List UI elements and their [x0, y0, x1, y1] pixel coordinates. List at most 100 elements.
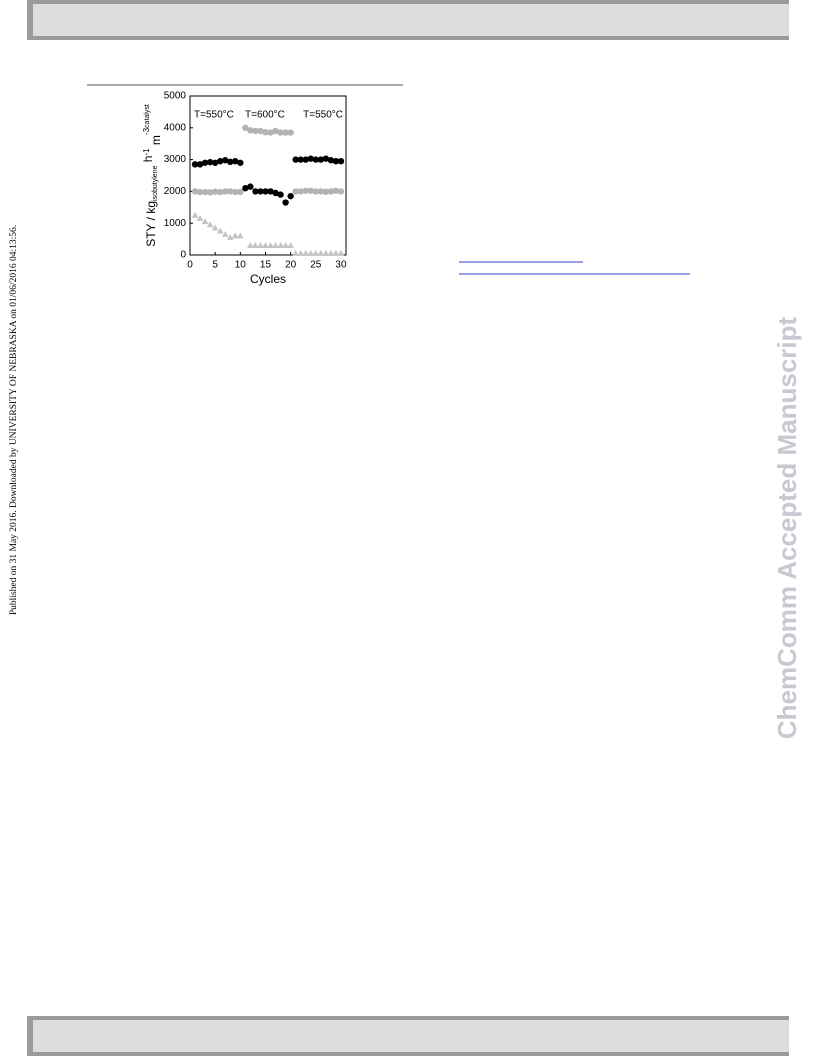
- marker-circle: [237, 188, 244, 196]
- marker-circle: [247, 127, 254, 134]
- x-tick-label: 30: [335, 260, 347, 271]
- marker-triangle: [317, 249, 325, 256]
- marker-triangle: [226, 234, 234, 241]
- marker-circle: [227, 158, 234, 166]
- marker-circle: [201, 159, 209, 166]
- x-tick-label: 15: [260, 260, 272, 271]
- marker-triangle: [292, 249, 299, 256]
- marker-circle: [237, 159, 244, 166]
- marker-circle: [337, 188, 345, 195]
- marker-circle: [272, 127, 279, 135]
- marker-circle: [267, 188, 274, 195]
- marker-triangle: [211, 224, 219, 231]
- marker-circle: [222, 157, 229, 164]
- marker-triangle: [201, 218, 209, 225]
- x-tick-label: 0: [187, 260, 193, 271]
- marker-circle: [327, 188, 335, 195]
- marker-triangle: [327, 249, 335, 256]
- marker-circle: [307, 155, 314, 162]
- marker-triangle: [267, 241, 274, 248]
- x-axis-label: Cycles: [250, 272, 286, 286]
- margin-note: Published on 31 May 2016. Downloaded by …: [9, 225, 19, 615]
- marker-circle: [216, 157, 224, 165]
- marker-triangle: [221, 230, 229, 237]
- y-tick-label: 1000: [164, 218, 187, 229]
- marker-triangle: [247, 241, 254, 248]
- marker-triangle: [257, 241, 264, 248]
- marker-circle: [196, 188, 204, 196]
- marker-circle: [287, 129, 294, 136]
- marker-circle: [211, 159, 219, 166]
- marker-triangle: [277, 241, 284, 248]
- marker-triangle: [262, 241, 269, 248]
- marker-circle: [211, 188, 219, 195]
- marker-circle: [242, 185, 249, 192]
- y-axis-label-part: -1: [142, 148, 151, 156]
- marker-triangle: [302, 249, 310, 256]
- marker-circle: [282, 129, 289, 136]
- marker-circle: [201, 188, 209, 196]
- marker-circle: [297, 188, 304, 195]
- x-tick-label: 5: [212, 260, 218, 271]
- marker-circle: [332, 187, 340, 194]
- marker-circle: [206, 189, 214, 196]
- marker-circle: [307, 187, 314, 194]
- marker-circle: [337, 157, 345, 165]
- marker-circle: [287, 192, 294, 200]
- plot-frame: [189, 95, 347, 256]
- y-tick-label: 4000: [164, 122, 187, 133]
- marker-circle: [282, 199, 289, 206]
- marker-circle: [252, 127, 259, 135]
- marker-circle: [216, 188, 224, 196]
- marker-circle: [317, 156, 325, 163]
- x-tick-label: 25: [310, 260, 322, 271]
- marker-circle: [292, 156, 299, 163]
- marker-triangle: [312, 249, 320, 256]
- y-tick-label: 2000: [164, 186, 187, 197]
- marker-circle: [322, 188, 330, 195]
- marker-circle: [252, 188, 259, 195]
- marker-circle: [312, 188, 320, 195]
- marker-circle: [227, 188, 234, 195]
- marker-triangle: [252, 241, 259, 248]
- x-tick-label: 10: [235, 260, 247, 271]
- marker-circle: [312, 156, 320, 163]
- y-tick-label: 0: [180, 250, 186, 261]
- marker-triangle: [307, 249, 315, 256]
- marker-circle: [232, 188, 239, 196]
- marker-circle: [302, 156, 309, 163]
- y-axis-label-part: m: [149, 135, 163, 148]
- watermark: ChemComm Accepted Manuscript: [772, 316, 802, 739]
- y-axis-label-part: isobutylene: [152, 165, 159, 201]
- y-tick-label: 5000: [164, 91, 187, 102]
- header-inner: [33, 4, 789, 36]
- marker-circle: [222, 188, 229, 195]
- marker-circle: [297, 156, 304, 163]
- marker-triangle: [231, 232, 239, 239]
- marker-circle: [262, 129, 269, 136]
- marker-circle: [277, 191, 284, 198]
- marker-triangle: [237, 232, 244, 239]
- marker-circle: [332, 157, 340, 165]
- footer-inner: [33, 1020, 789, 1052]
- marker-circle: [267, 129, 274, 136]
- y-axis-label-part: -3: [142, 127, 151, 135]
- marker-circle: [232, 157, 239, 165]
- marker-triangle: [216, 227, 224, 234]
- marker-circle: [206, 158, 214, 166]
- marker-circle: [327, 157, 335, 164]
- marker-circle: [302, 187, 309, 194]
- marker-circle: [191, 161, 199, 168]
- marker-triangle: [191, 211, 199, 218]
- marker-circle: [257, 188, 264, 195]
- marker-circle: [196, 161, 204, 168]
- annotation: T=550°C: [194, 110, 234, 121]
- marker-circle: [242, 124, 249, 131]
- y-axis-label-part: STY / kg: [144, 201, 158, 247]
- marker-triangle: [206, 221, 214, 228]
- marker-triangle: [287, 241, 294, 248]
- annotation: T=600°C: [245, 110, 285, 121]
- x-tick-label: 20: [285, 260, 297, 271]
- marker-circle: [247, 183, 254, 190]
